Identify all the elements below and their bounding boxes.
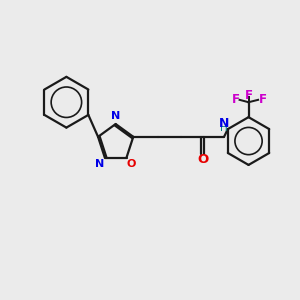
Text: O: O xyxy=(127,159,136,169)
Text: F: F xyxy=(244,88,253,102)
Text: F: F xyxy=(259,93,267,106)
Text: N: N xyxy=(111,111,120,121)
Text: O: O xyxy=(197,153,208,166)
Text: N: N xyxy=(95,159,104,169)
Text: F: F xyxy=(232,93,240,106)
Text: H: H xyxy=(220,124,228,134)
Text: N: N xyxy=(219,117,229,130)
